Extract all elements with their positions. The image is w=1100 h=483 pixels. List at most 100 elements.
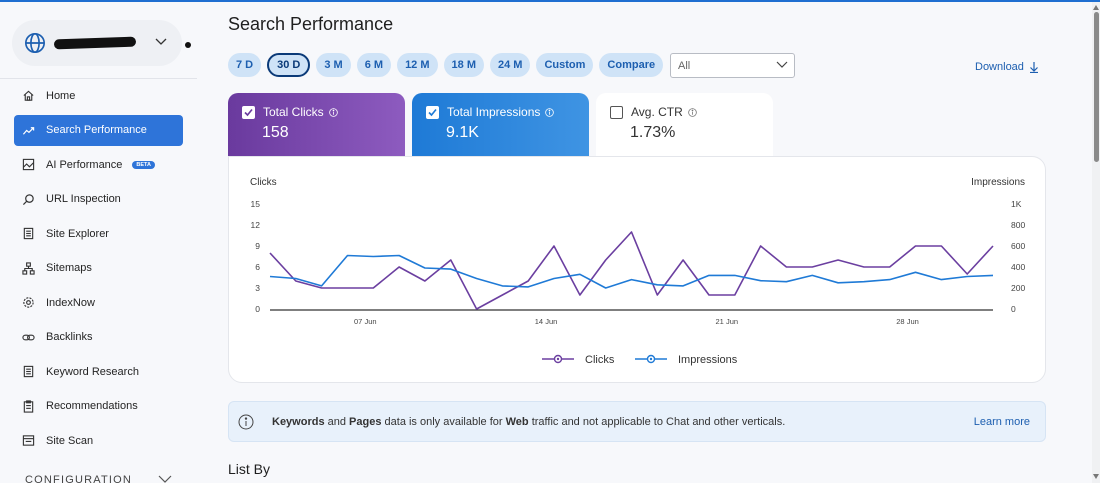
learn-more-link[interactable]: Learn more	[973, 416, 1030, 428]
sidebar-item-label: Backlinks	[46, 331, 93, 343]
home-icon	[23, 90, 34, 101]
range-18m-button[interactable]: 18 M	[443, 53, 484, 77]
range-24m-button[interactable]: 24 M	[490, 53, 531, 77]
chevron-down-icon	[776, 61, 788, 68]
clipboard-icon	[23, 399, 34, 413]
range-6m-button[interactable]: 6 M	[356, 53, 392, 77]
search-icon	[22, 193, 34, 205]
info-icon[interactable]	[545, 107, 555, 117]
legend-marker-dot	[649, 357, 653, 361]
sidebar-item-site-scan[interactable]: Site Scan	[14, 425, 183, 456]
sidebar-item-url-inspection[interactable]: URL Inspection	[14, 184, 183, 215]
right-axis-title: Impressions	[971, 177, 1025, 188]
sidebar-divider	[0, 78, 197, 79]
metric-value: 158	[262, 124, 289, 141]
left-tick-label: 9	[255, 241, 260, 251]
sidebar-item-backlinks[interactable]: Backlinks	[14, 322, 183, 353]
sidebar-item-home[interactable]: Home	[14, 80, 183, 111]
info-banner: Keywords and Pages data is only availabl…	[228, 401, 1046, 442]
sidebar-item-indexnow[interactable]: IndexNow	[14, 287, 183, 318]
left-axis-title: Clicks	[250, 177, 277, 188]
filter-value: All	[678, 59, 691, 72]
link-icon	[22, 334, 35, 340]
custom-range-button[interactable]: Custom	[536, 53, 594, 77]
document-icon	[23, 365, 34, 378]
right-tick-label: 200	[1011, 283, 1025, 293]
right-tick-label: 800	[1011, 220, 1025, 230]
scroll-up-arrow-icon[interactable]	[1093, 5, 1099, 10]
beta-badge: BETA	[132, 160, 155, 169]
globe-icon	[25, 33, 45, 53]
right-tick-label: 0	[1011, 304, 1016, 314]
right-tick-label: 400	[1011, 262, 1025, 272]
sidebar-item-label: Search Performance	[46, 124, 147, 136]
sidebar-item-label: Home	[46, 89, 76, 102]
series-line-clicks	[269, 231, 994, 310]
scrollbar[interactable]	[1092, 2, 1100, 483]
sidebar-nav: Home Search Performance AI Performance B…	[14, 80, 183, 460]
left-tick-label: 15	[251, 199, 261, 209]
chart-svg: Clicks Impressions 0 3 6 9 12 15 0 200 400 600 800 1K…	[250, 177, 1025, 366]
left-tick-label: 0	[255, 304, 260, 314]
top-accent-line	[0, 0, 1100, 2]
sidebar-item-label: Keyword Research	[46, 365, 139, 378]
info-icon[interactable]	[688, 107, 697, 117]
scan-icon	[22, 435, 35, 446]
info-icon	[238, 414, 254, 429]
gear-icon	[23, 297, 34, 308]
metric-value: 1.73%	[630, 124, 676, 141]
range-3m-button[interactable]: 3 M	[316, 53, 351, 77]
filter-dropdown[interactable]: All	[670, 53, 795, 78]
range-30d-button[interactable]: 30 D	[267, 53, 311, 77]
series-line-impressions	[269, 254, 994, 289]
legend-label: Clicks	[585, 354, 615, 366]
checkbox-unchecked-icon[interactable]	[610, 105, 623, 119]
right-tick-label: 1K	[1011, 199, 1022, 209]
total-clicks-card[interactable]: Total Clicks 158	[228, 93, 405, 157]
metric-label: Avg. CTR	[631, 105, 683, 119]
checkbox-checked-icon[interactable]	[242, 105, 255, 119]
sidebar-item-label: AI Performance	[46, 158, 123, 171]
chevron-down-icon	[155, 38, 167, 45]
right-tick-label: 600	[1011, 241, 1025, 251]
checkbox-checked-icon[interactable]	[426, 105, 439, 119]
chevron-down-icon[interactable]	[158, 474, 172, 483]
download-icon	[1029, 62, 1038, 73]
sitemap-icon	[22, 261, 35, 275]
sidebar-item-label: URL Inspection	[46, 193, 121, 205]
configuration-section-header[interactable]: CONFIGURATION	[25, 474, 133, 483]
metric-label: Total Impressions	[447, 105, 541, 119]
sidebar-item-search-performance[interactable]: Search Performance	[14, 114, 183, 146]
x-tick-label: 28 Jun	[896, 317, 919, 326]
scroll-down-arrow-icon[interactable]	[1093, 474, 1099, 479]
site-selector[interactable]	[12, 20, 182, 66]
range-7d-button[interactable]: 7 D	[228, 53, 262, 77]
range-12m-button[interactable]: 12 M	[397, 53, 438, 77]
sidebar-item-keyword-research[interactable]: Keyword Research	[14, 356, 183, 387]
image-chart-icon	[22, 158, 35, 171]
total-impressions-card[interactable]: Total Impressions 9.1K	[412, 93, 589, 157]
scrollbar-thumb[interactable]	[1094, 12, 1099, 162]
trend-icon	[22, 126, 35, 135]
x-tick-label: 21 Jun	[716, 317, 739, 326]
banner-text: Keywords and Pages data is only availabl…	[272, 415, 786, 428]
avg-ctr-card[interactable]: Avg. CTR 1.73%	[596, 93, 773, 157]
sidebar-item-label: Recommendations	[46, 400, 138, 412]
x-tick-label: 14 Jun	[535, 317, 558, 326]
page-title: Search Performance	[228, 14, 394, 34]
redacted-site-name	[53, 36, 137, 50]
sidebar-item-label: Site Scan	[46, 434, 94, 447]
legend-label: Impressions	[678, 354, 738, 366]
metric-label: Total Clicks	[263, 105, 324, 119]
list-by-heading: List By	[228, 461, 271, 477]
sidebar-item-ai-performance[interactable]: AI Performance BETA	[14, 149, 183, 180]
left-tick-label: 12	[251, 220, 261, 230]
sidebar-item-recommendations[interactable]: Recommendations	[14, 391, 183, 422]
download-button[interactable]: Download	[975, 61, 1039, 73]
document-icon	[23, 227, 34, 240]
sidebar-item-sitemaps[interactable]: Sitemaps	[14, 253, 183, 284]
performance-chart: Clicks Impressions 0 3 6 9 12 15 0 200 400 600 800 1K…	[228, 156, 1046, 383]
compare-button[interactable]: Compare	[599, 53, 664, 77]
sidebar-item-site-explorer[interactable]: Site Explorer	[14, 218, 183, 249]
info-icon[interactable]	[328, 107, 338, 117]
